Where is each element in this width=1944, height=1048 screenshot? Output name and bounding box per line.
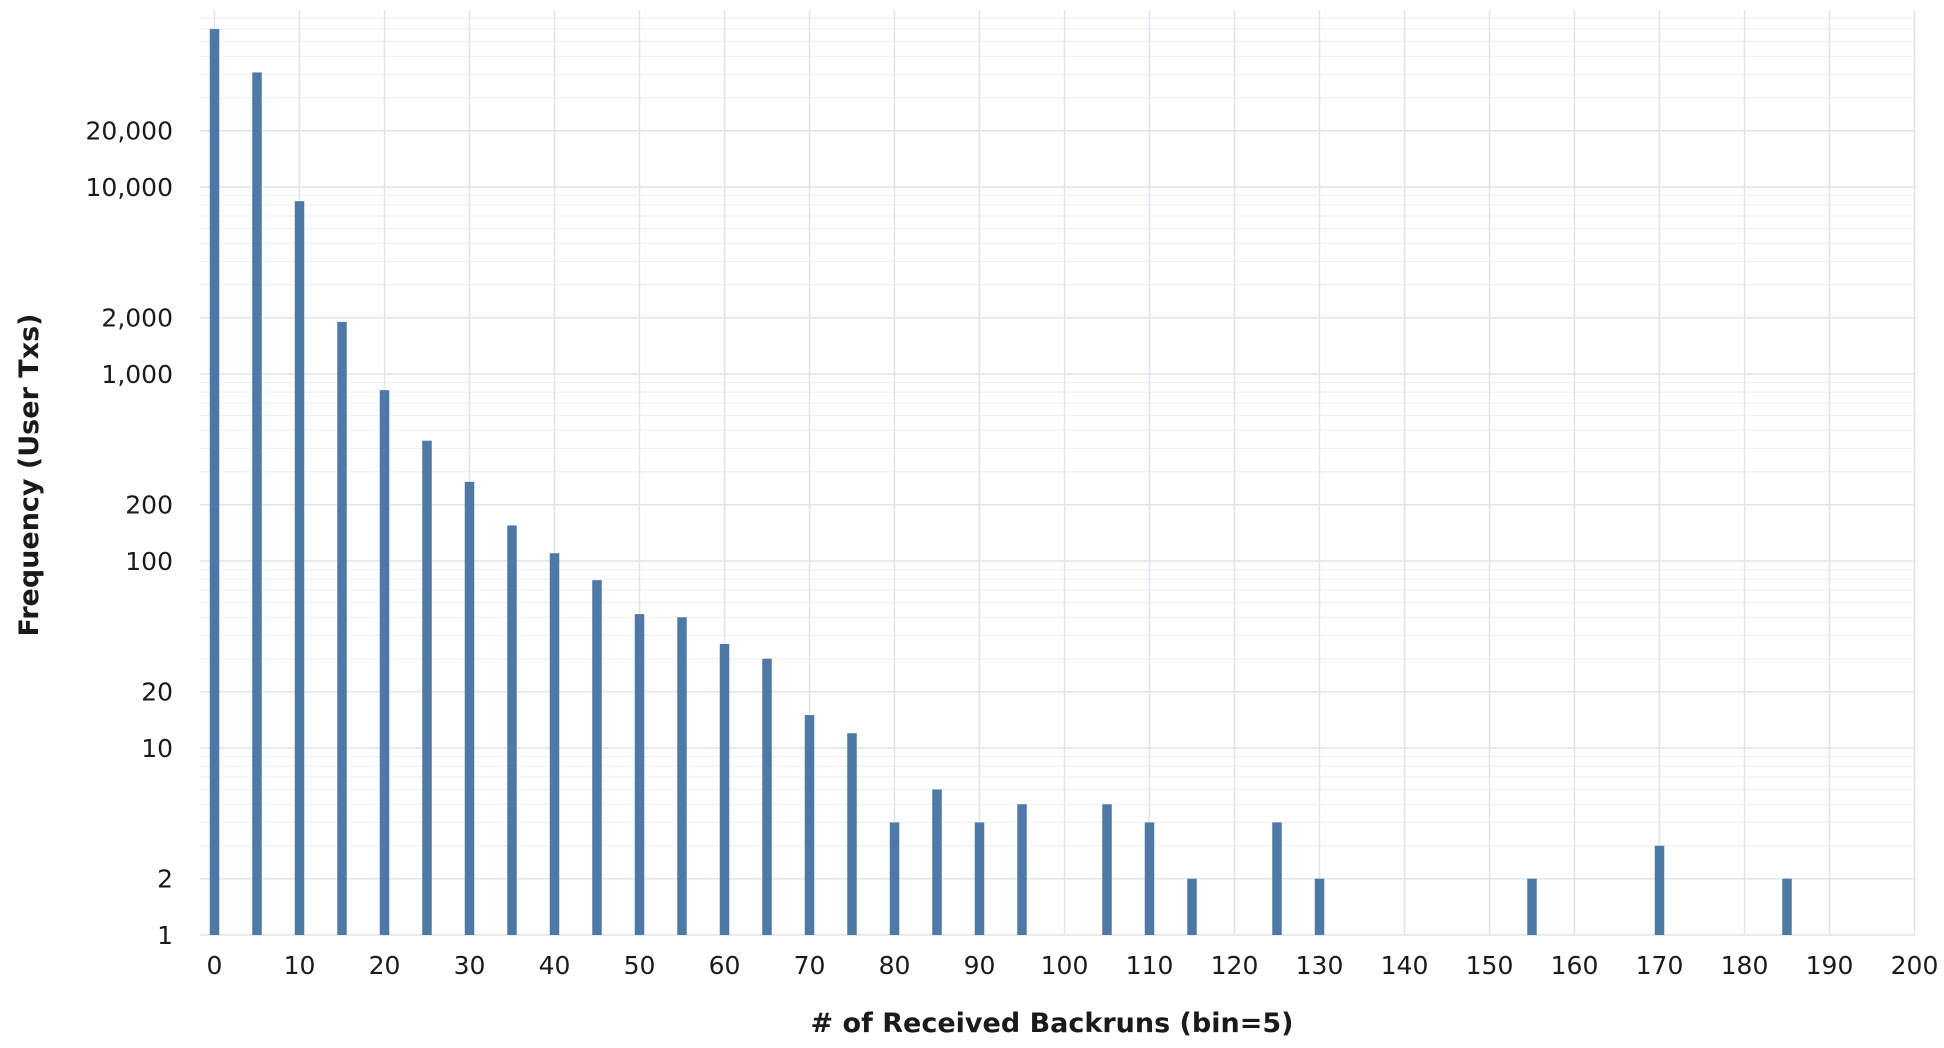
- y-tick-label: 100: [125, 547, 173, 576]
- bar-105: [1102, 804, 1112, 935]
- bar-85: [932, 789, 942, 935]
- x-tick-label: 110: [1126, 951, 1174, 980]
- x-tick-label: 40: [539, 951, 571, 980]
- bar-30: [464, 481, 475, 935]
- y-tick-label: 1: [157, 921, 173, 950]
- x-tick-label: 160: [1551, 951, 1599, 980]
- x-tick-label: 0: [207, 951, 223, 980]
- bar-170: [1654, 845, 1665, 935]
- bar-90: [974, 822, 985, 935]
- x-axis-ticks: 0 10 20 30 40 50 60 70 80 90 100 110 120 130 140 150 160…: [207, 951, 1939, 980]
- bars: [209, 28, 1792, 936]
- x-tick-label: 70: [794, 951, 826, 980]
- y-tick-label: 20,000: [86, 117, 173, 146]
- y-tick-label: 2: [157, 865, 173, 894]
- bar-0: [209, 28, 220, 935]
- x-tick-label: 30: [454, 951, 486, 980]
- bar-55: [677, 617, 687, 935]
- y-tick-label: 10: [141, 734, 173, 763]
- bar-35: [507, 525, 517, 935]
- bar-75: [847, 733, 857, 935]
- x-tick-label: 180: [1721, 951, 1769, 980]
- x-tick-label: 60: [709, 951, 741, 980]
- bar-130: [1314, 878, 1325, 935]
- grid-lines: [200, 10, 1916, 936]
- bar-65: [762, 658, 772, 935]
- x-tick-label: 190: [1806, 951, 1854, 980]
- bar-45: [592, 580, 602, 935]
- x-tick-label: 100: [1041, 951, 1089, 980]
- bar-95: [1017, 804, 1027, 935]
- bar-110: [1144, 822, 1155, 935]
- x-axis-title: # of Received Backruns (bin=5): [811, 1008, 1294, 1039]
- y-tick-label: 20: [141, 678, 173, 707]
- y-tick-label: 10,000: [86, 173, 173, 202]
- x-tick-label: 130: [1296, 951, 1344, 980]
- bar-125: [1272, 822, 1282, 935]
- bar-5: [252, 72, 262, 935]
- bar-115: [1187, 878, 1197, 935]
- x-tick-label: 170: [1636, 951, 1684, 980]
- y-axis-ticks: 1 2 10 20 100 200 1,000 2,000 10,000 20,000: [86, 117, 173, 950]
- x-tick-label: 120: [1211, 951, 1259, 980]
- bar-60: [719, 643, 730, 935]
- bar-80: [889, 822, 900, 935]
- bar-155: [1527, 878, 1537, 935]
- x-tick-label: 200: [1891, 951, 1939, 980]
- bar-25: [422, 440, 432, 935]
- y-tick-label: 2,000: [101, 304, 173, 333]
- x-tick-label: 80: [879, 951, 911, 980]
- x-tick-label: 90: [964, 951, 996, 980]
- y-tick-label: 200: [125, 491, 173, 520]
- bar-15: [337, 321, 347, 936]
- bar-40: [549, 553, 560, 935]
- bar-50: [634, 614, 645, 935]
- bar-20: [379, 390, 390, 935]
- bar-10: [294, 201, 305, 935]
- x-tick-label: 150: [1466, 951, 1514, 980]
- x-tick-label: 140: [1381, 951, 1429, 980]
- x-tick-label: 10: [284, 951, 316, 980]
- x-tick-label: 20: [369, 951, 401, 980]
- bar-70: [804, 715, 815, 935]
- bar-185: [1782, 878, 1792, 935]
- y-tick-label: 1,000: [101, 360, 173, 389]
- y-axis-title: Frequency (User Txs): [14, 313, 45, 636]
- x-tick-label: 50: [624, 951, 656, 980]
